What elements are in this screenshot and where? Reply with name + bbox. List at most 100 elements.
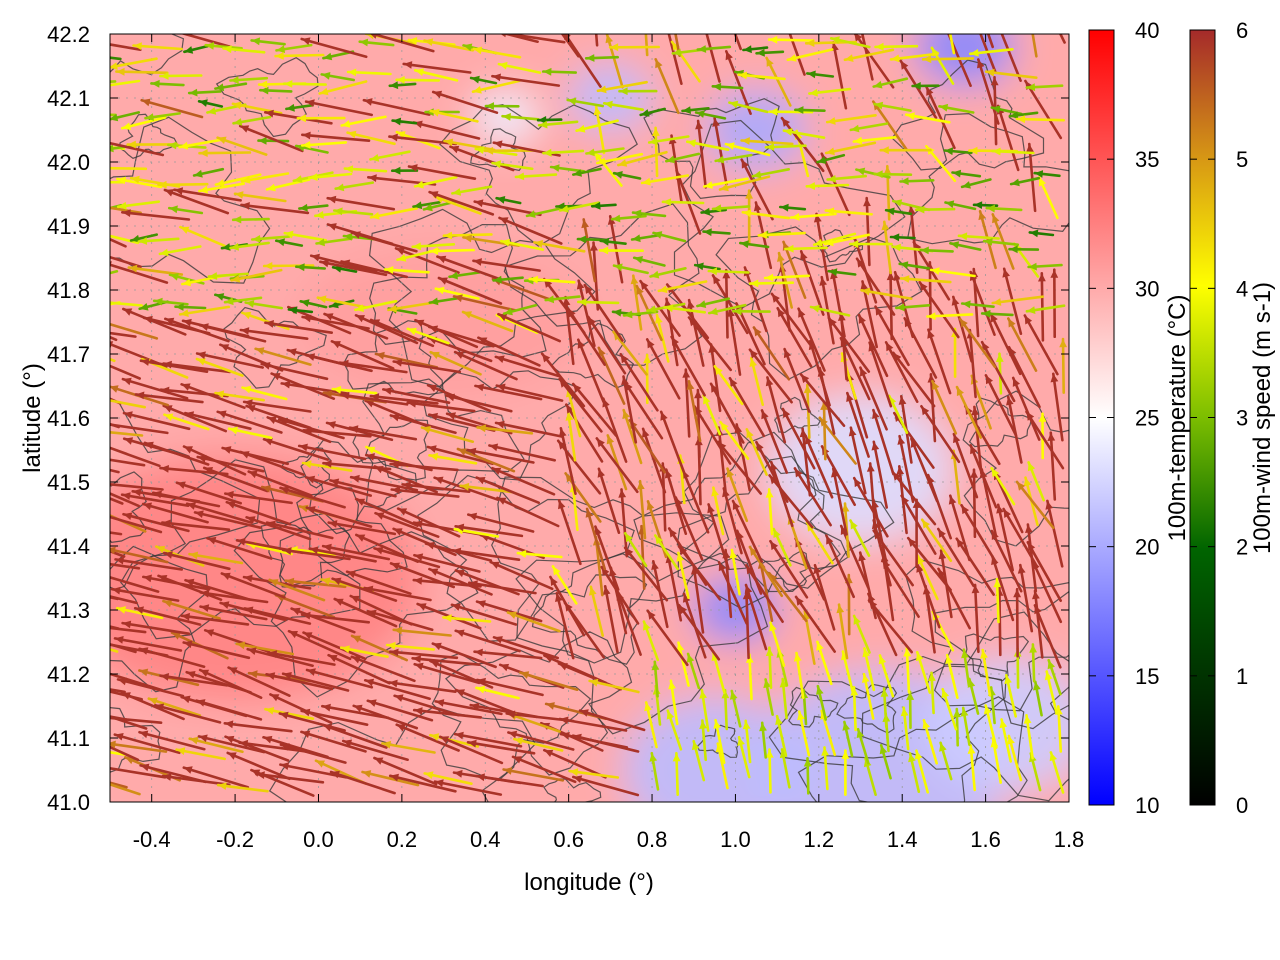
wind-arrow	[809, 304, 851, 317]
wind-arrow	[859, 366, 888, 431]
wind-arrow	[225, 500, 292, 526]
wind-arrow	[686, 379, 702, 443]
wind-arrow	[948, 494, 971, 562]
wind-arrow	[434, 286, 480, 300]
wind-arrow	[331, 577, 398, 602]
wind-arrow	[150, 79, 185, 88]
contour-line	[543, 778, 602, 802]
wind-arrow	[498, 216, 563, 245]
wind-arrow	[512, 737, 564, 752]
x-tick-label: 0.4	[470, 827, 501, 852]
wind-arrow	[116, 677, 185, 698]
wind-arrow	[866, 462, 877, 532]
wind-arrow	[296, 114, 346, 123]
wind-arrow	[943, 147, 973, 156]
wind-arrow	[602, 100, 645, 111]
wind-arrow	[808, 87, 852, 97]
colorbar-tick-label: 5	[1236, 147, 1248, 172]
wind-arrow	[110, 166, 148, 171]
wind-arrow	[726, 467, 749, 523]
wind-arrow	[906, 536, 952, 592]
wind-arrow	[338, 359, 408, 374]
wind-arrow	[993, 577, 1002, 624]
x-tick-label: 1.4	[887, 827, 918, 852]
wind-arrow	[326, 195, 396, 211]
wind-arrow	[989, 312, 1022, 376]
wind-arrow	[227, 426, 273, 440]
wind-arrow	[886, 270, 895, 341]
contour-lines	[110, 34, 1069, 802]
wind-arrow	[363, 678, 431, 701]
wind-arrow	[863, 196, 871, 267]
wind-arrow	[908, 752, 921, 794]
wind-arrow	[816, 153, 846, 164]
contour-line	[696, 724, 739, 758]
wind-arrow	[818, 416, 857, 465]
wind-arrow	[412, 201, 441, 210]
wind-arrow	[279, 743, 347, 764]
wind-arrow	[110, 56, 122, 61]
wind-arrow	[443, 138, 496, 152]
wind-arrow	[110, 269, 119, 275]
colorbar-tick-label: 30	[1135, 276, 1159, 301]
wind-arrow	[742, 719, 752, 764]
wind-arrow	[641, 427, 667, 494]
wind-arrow	[437, 276, 503, 305]
wind-arrow	[238, 124, 304, 153]
wind-arrow	[518, 671, 579, 692]
wind-arrow	[763, 273, 811, 282]
wind-arrow	[852, 476, 889, 538]
wind-arrow	[700, 207, 728, 216]
wind-arrow	[906, 690, 915, 730]
wind-arrow	[647, 135, 690, 146]
wind-arrow	[575, 119, 619, 133]
wind-arrow	[122, 512, 190, 533]
wind-arrow	[223, 720, 293, 733]
y-tick-label: 41.1	[47, 726, 90, 751]
wind-arrow	[240, 172, 290, 184]
wind-arrow	[955, 385, 983, 439]
wind-arrow	[623, 531, 648, 568]
wind-arrow	[597, 467, 621, 535]
wind-arrow	[302, 631, 367, 661]
wind-arrow	[991, 147, 1035, 156]
wind-arrow	[110, 331, 137, 338]
wind-arrow	[229, 76, 269, 84]
wind-arrow	[162, 599, 221, 620]
wind-arrow	[654, 57, 680, 115]
wind-arrow	[744, 564, 784, 624]
wind-arrow	[350, 231, 418, 253]
wind-arrow	[428, 567, 493, 596]
wind-arrow	[825, 114, 877, 125]
wind-arrow	[623, 381, 664, 440]
wind-arrow	[608, 43, 661, 52]
wind-arrow	[475, 677, 544, 697]
wind-arrow	[564, 472, 602, 523]
wind-arrow	[162, 360, 232, 374]
wind-arrow	[533, 240, 586, 253]
wind-arrow	[369, 207, 419, 220]
wind-arrow	[178, 138, 226, 150]
wind-arrow	[414, 318, 479, 349]
wind-arrow	[220, 572, 286, 599]
wind-arrow	[411, 242, 456, 251]
wind-arrow	[501, 34, 539, 44]
wind-arrow	[214, 173, 262, 187]
x-tick-label: 0.2	[387, 827, 418, 852]
wind-arrow	[699, 719, 708, 762]
wind-arrow	[991, 213, 1015, 270]
wind-arrow	[729, 548, 741, 596]
wind-arrow	[388, 773, 457, 793]
x-tick-label: 1.0	[720, 827, 751, 852]
wind-arrow	[280, 380, 350, 395]
wind-arrow	[110, 180, 125, 184]
wind-arrow	[387, 679, 457, 694]
wind-arrow	[133, 606, 202, 626]
wind-arrow	[137, 237, 180, 245]
wind-arrow	[345, 570, 412, 596]
wind-arrow	[366, 699, 434, 722]
wind-arrow	[162, 551, 231, 571]
wind-arrow	[241, 385, 288, 401]
wind-arrow	[466, 739, 536, 755]
wind-arrow	[329, 478, 397, 498]
